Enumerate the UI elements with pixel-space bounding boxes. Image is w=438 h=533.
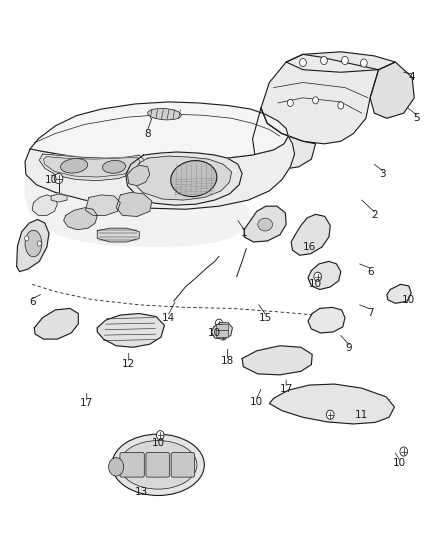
Polygon shape [25, 149, 251, 246]
FancyBboxPatch shape [120, 453, 144, 477]
Text: 17: 17 [80, 399, 93, 408]
Circle shape [54, 173, 63, 184]
Text: 10: 10 [152, 438, 165, 448]
Text: 16: 16 [303, 242, 316, 252]
Text: 5: 5 [413, 113, 420, 123]
Polygon shape [253, 108, 315, 169]
Ellipse shape [60, 158, 88, 173]
Polygon shape [97, 313, 164, 348]
Polygon shape [43, 157, 140, 177]
Text: 10: 10 [45, 175, 58, 184]
Ellipse shape [258, 218, 272, 231]
Text: 17: 17 [279, 384, 293, 394]
Polygon shape [32, 195, 57, 215]
Bar [215, 324, 228, 330]
Ellipse shape [148, 108, 181, 120]
Text: 8: 8 [144, 128, 151, 139]
Polygon shape [387, 285, 411, 303]
Circle shape [109, 458, 124, 476]
Polygon shape [308, 261, 341, 289]
Polygon shape [291, 214, 330, 255]
Ellipse shape [119, 441, 197, 489]
Polygon shape [51, 194, 67, 202]
Polygon shape [261, 54, 378, 144]
Polygon shape [127, 165, 150, 185]
Polygon shape [212, 322, 233, 339]
Text: 9: 9 [346, 343, 353, 353]
Ellipse shape [102, 160, 126, 173]
Ellipse shape [25, 230, 42, 257]
Circle shape [219, 331, 227, 340]
Polygon shape [30, 102, 288, 161]
Circle shape [314, 272, 321, 281]
Text: 14: 14 [162, 313, 175, 322]
Polygon shape [25, 136, 295, 209]
Circle shape [300, 59, 306, 67]
Circle shape [313, 97, 318, 104]
Text: 13: 13 [135, 488, 148, 497]
Text: 15: 15 [258, 313, 272, 322]
Text: 3: 3 [379, 169, 386, 180]
Circle shape [215, 319, 223, 328]
Polygon shape [34, 309, 78, 339]
Text: 4: 4 [409, 72, 415, 83]
Text: 10: 10 [401, 295, 414, 305]
Text: 7: 7 [367, 308, 374, 318]
Polygon shape [39, 154, 143, 181]
Circle shape [360, 59, 367, 67]
Circle shape [338, 102, 344, 109]
Text: 6: 6 [29, 297, 35, 308]
Circle shape [321, 56, 327, 64]
Text: 18: 18 [221, 356, 234, 366]
Polygon shape [132, 156, 232, 200]
Polygon shape [286, 52, 396, 72]
Ellipse shape [112, 434, 204, 496]
Polygon shape [85, 195, 120, 215]
Polygon shape [370, 62, 414, 118]
Polygon shape [242, 346, 312, 375]
Text: 2: 2 [371, 211, 378, 220]
Circle shape [400, 447, 407, 456]
Bar [215, 330, 228, 336]
Text: 10: 10 [250, 397, 263, 407]
Polygon shape [269, 384, 395, 424]
Polygon shape [244, 206, 286, 242]
Circle shape [342, 56, 348, 64]
Polygon shape [116, 192, 152, 216]
Circle shape [37, 241, 42, 246]
Text: 10: 10 [393, 458, 406, 469]
Circle shape [287, 99, 293, 107]
Text: 6: 6 [367, 266, 374, 277]
Circle shape [25, 236, 29, 241]
Polygon shape [97, 228, 139, 242]
Polygon shape [308, 308, 345, 333]
Text: 10: 10 [208, 328, 221, 338]
Text: 12: 12 [122, 359, 135, 369]
Text: 11: 11 [355, 410, 368, 420]
Text: 10: 10 [309, 279, 322, 289]
FancyBboxPatch shape [171, 453, 194, 477]
Polygon shape [64, 208, 97, 230]
Circle shape [156, 431, 164, 440]
Circle shape [326, 410, 334, 419]
Polygon shape [126, 152, 242, 205]
Ellipse shape [171, 160, 217, 197]
Text: 1: 1 [241, 228, 247, 238]
Polygon shape [17, 220, 49, 272]
FancyBboxPatch shape [146, 453, 170, 477]
